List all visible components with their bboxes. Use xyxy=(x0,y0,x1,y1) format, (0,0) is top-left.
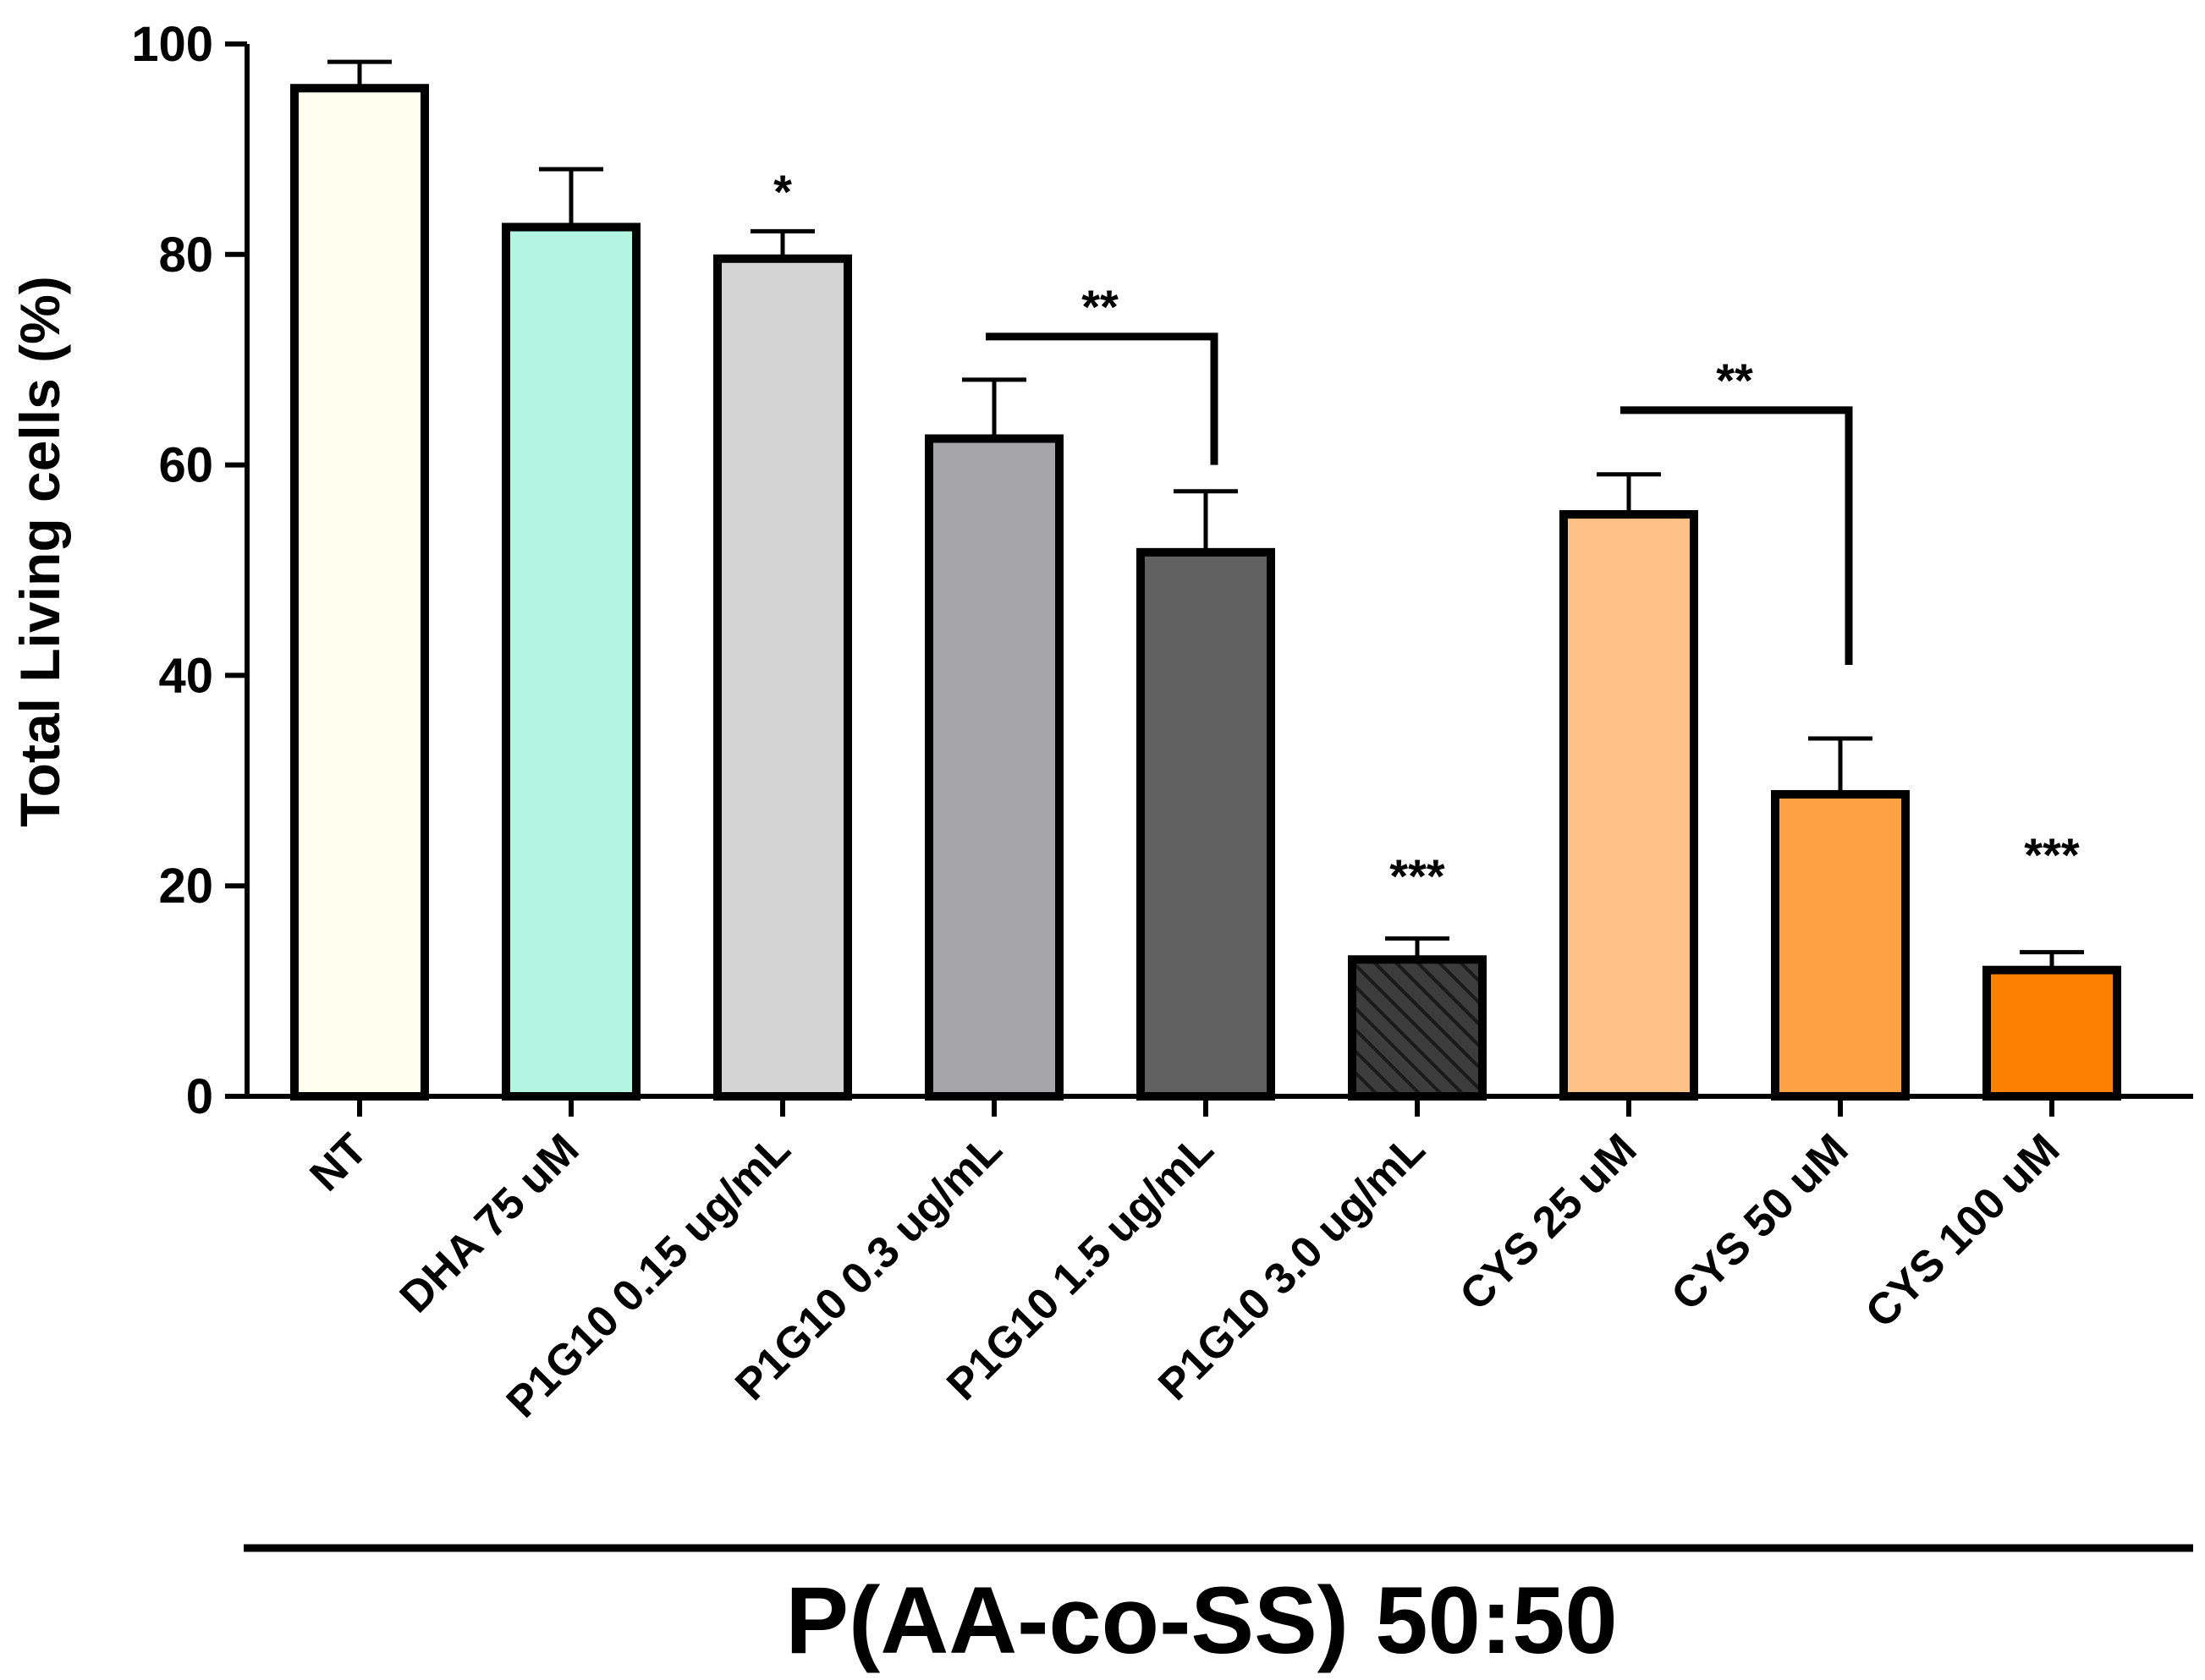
bar-8 xyxy=(1982,965,2121,1101)
x-category-label-8: CYS 100 uM xyxy=(1856,1124,2069,1337)
bracket-label-1: ** xyxy=(1716,354,1753,407)
bar-6 xyxy=(1559,510,1698,1101)
x-category-label-7: CYS 50 uM xyxy=(1662,1124,1857,1320)
bar-3 xyxy=(925,434,1064,1101)
y-ticks-layer: 0 20 40 60 80 100 xyxy=(131,17,247,1124)
bar-1 xyxy=(502,222,641,1101)
significance-label-1: *** xyxy=(1389,849,1445,903)
x-category-label-0: NT xyxy=(300,1124,377,1200)
bar-0 xyxy=(290,84,429,1101)
bar-2 xyxy=(713,254,852,1101)
bar-4 xyxy=(1136,547,1275,1101)
y-tick-label-60: 60 xyxy=(158,438,213,493)
significance-layer: **** ******* xyxy=(773,165,2080,903)
x-category-label-1: DHA 75 uM xyxy=(391,1124,589,1322)
comparison-bracket-1 xyxy=(1620,406,1853,665)
significance-label-0: * xyxy=(773,165,792,218)
y-tick-label-100: 100 xyxy=(131,17,213,72)
y-tick-label-0: 0 xyxy=(186,1069,213,1124)
group-label: P(AA-co-SS) 50:50 xyxy=(785,1567,1617,1673)
comparison-bracket-0 xyxy=(986,332,1218,465)
y-tick-label-20: 20 xyxy=(158,859,213,914)
bars-layer xyxy=(290,84,2121,1101)
bracket-label-0: ** xyxy=(1081,280,1119,333)
significance-label-2: *** xyxy=(2024,828,2080,881)
bar-5 xyxy=(1348,955,1487,1101)
x-category-label-6: CYS 25 uM xyxy=(1450,1124,1646,1320)
error-bars-layer xyxy=(327,59,2084,970)
y-tick-label-40: 40 xyxy=(158,648,213,703)
bar-7 xyxy=(1771,789,1910,1101)
y-tick-label-80: 80 xyxy=(158,228,213,283)
y-axis-label: Total Living cells (%) xyxy=(8,276,71,827)
